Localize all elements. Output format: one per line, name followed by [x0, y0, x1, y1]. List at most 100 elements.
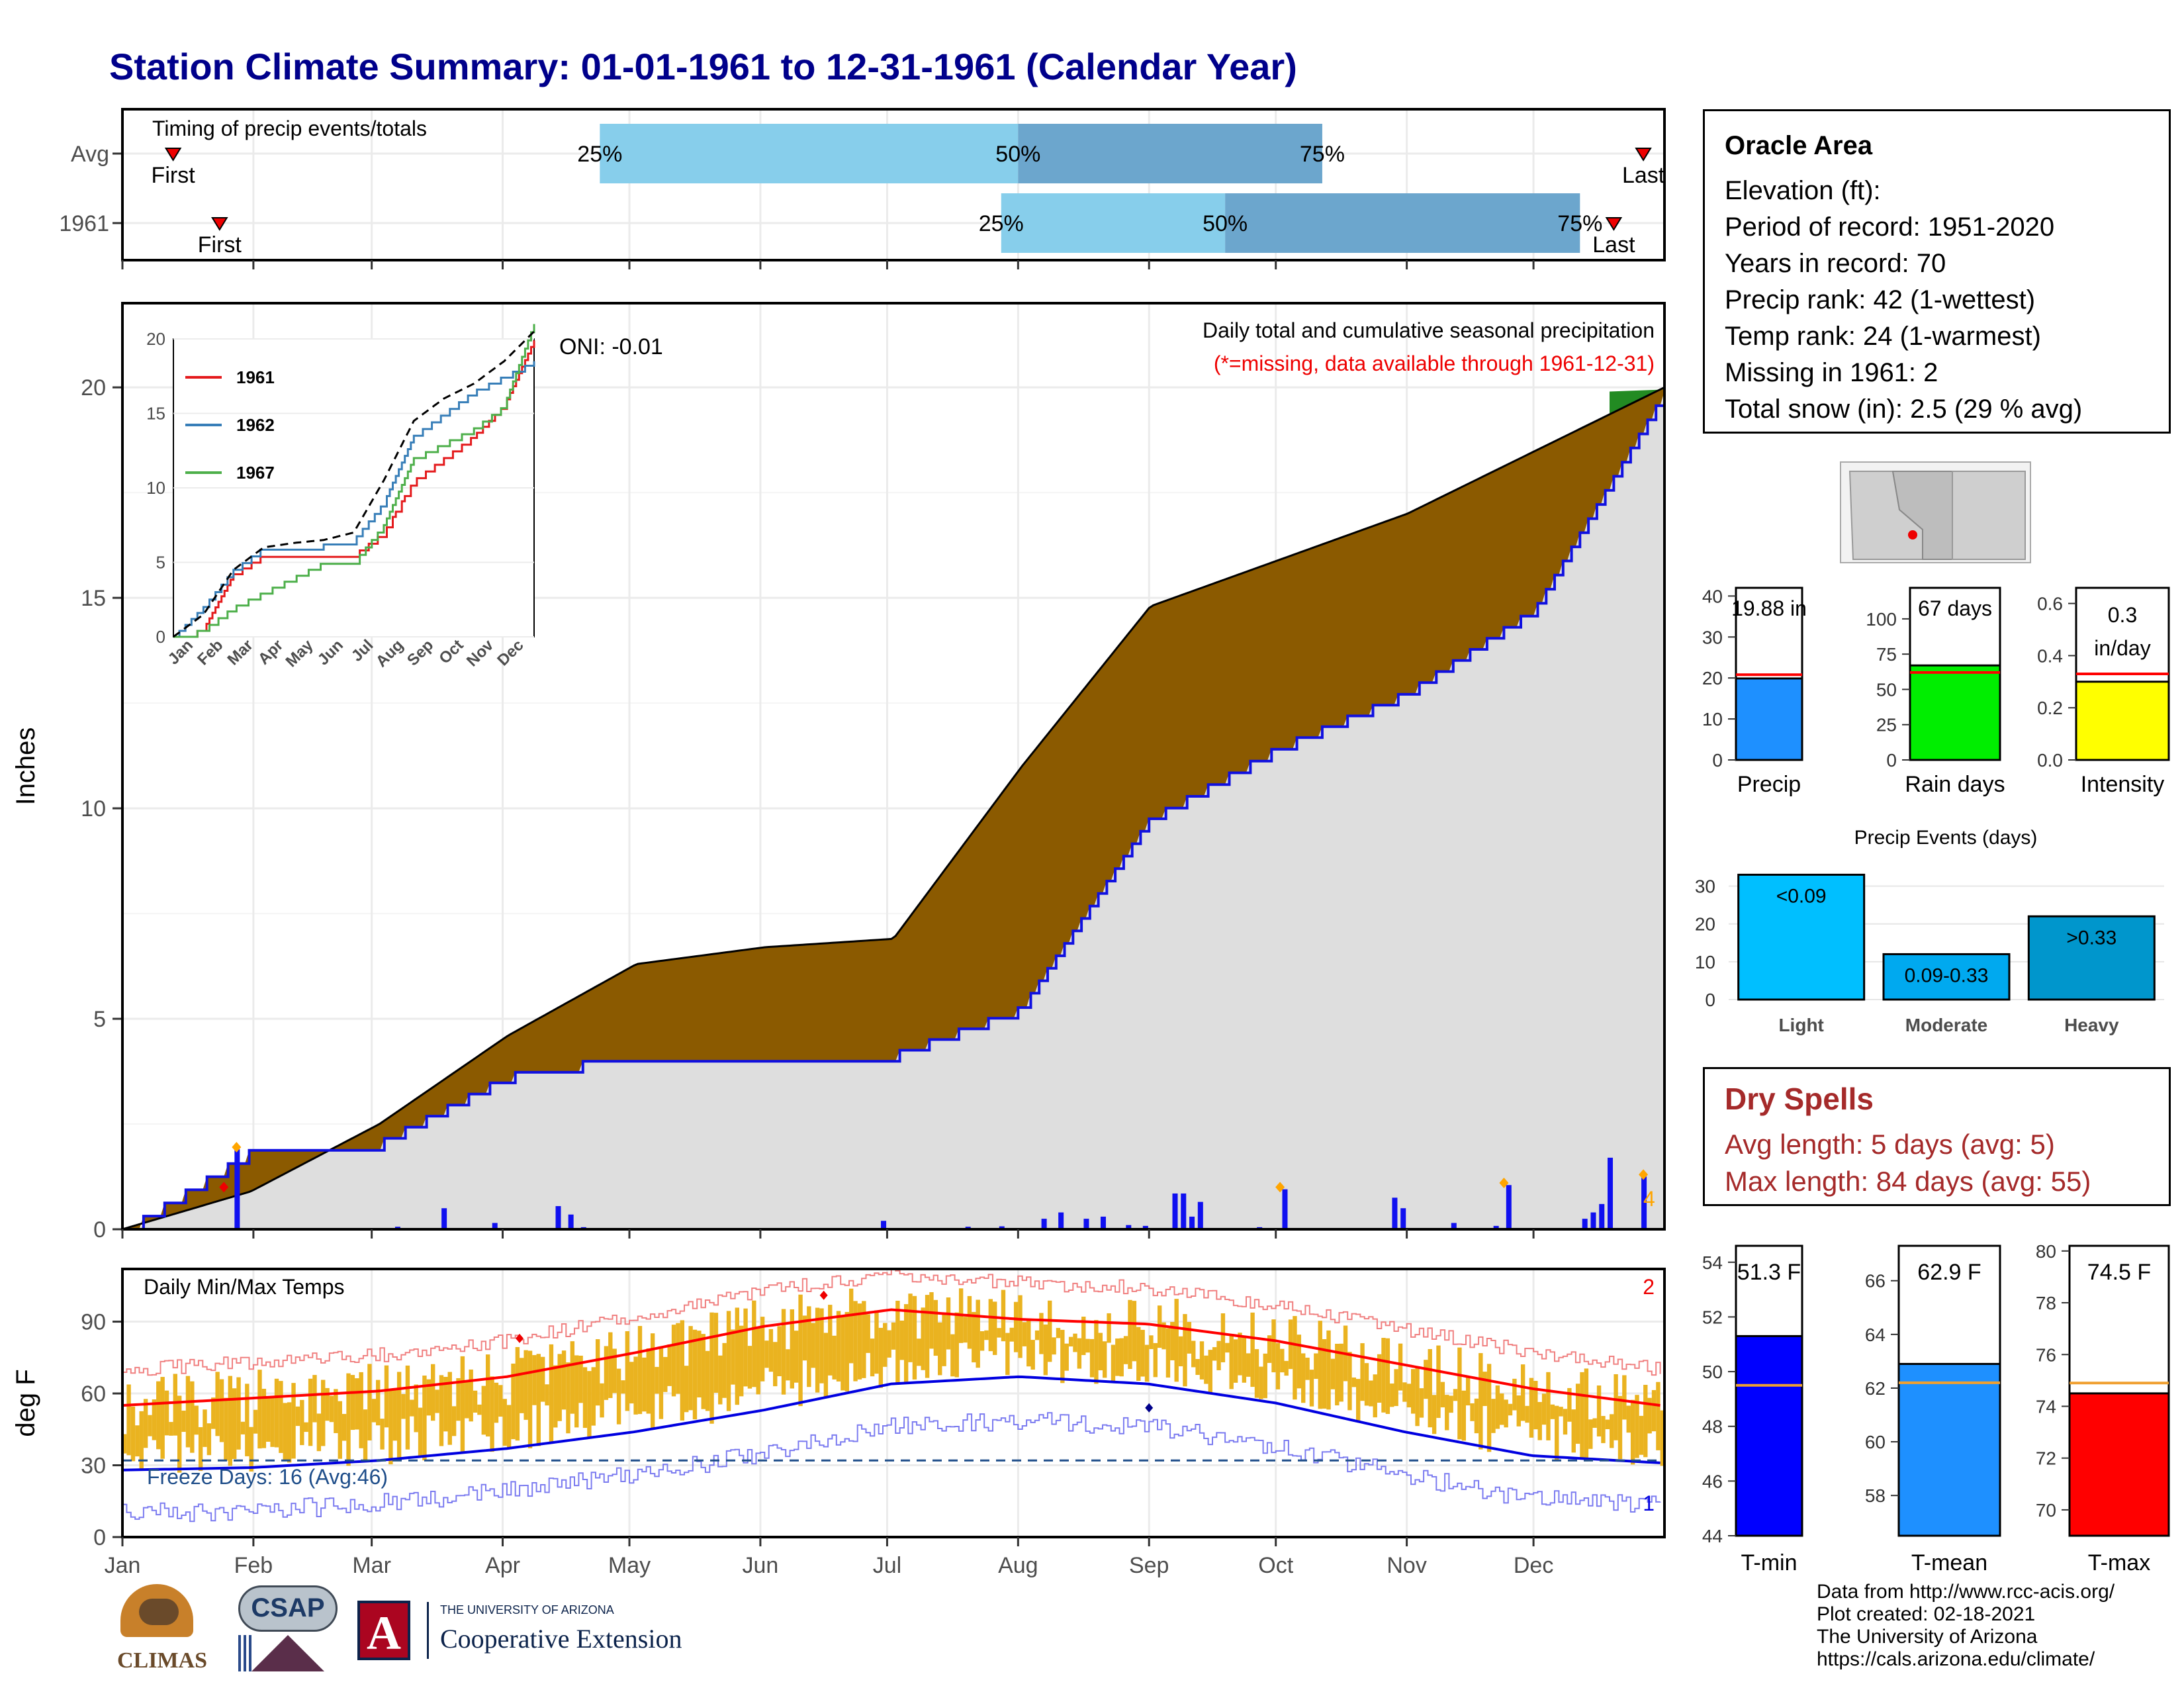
temp-daily-bar — [1119, 1338, 1124, 1377]
temp-daily-bar — [819, 1308, 824, 1383]
temp-daily-bar — [752, 1300, 756, 1387]
temp-daily-bar — [1390, 1383, 1394, 1407]
temp-daily-bar — [1592, 1418, 1597, 1428]
timing-first-label: First — [198, 232, 242, 258]
inset-avg-line — [173, 330, 535, 638]
temp-daily-bar — [1034, 1330, 1040, 1340]
temp-daily-bar — [1132, 1301, 1137, 1362]
temp-daily-bar — [1377, 1354, 1382, 1403]
mini-bar-tick-label: 0 — [1886, 750, 1897, 771]
temp-daily-bar — [540, 1356, 545, 1402]
precip-missing-marker — [1499, 1178, 1509, 1189]
precip-daily-bar — [1100, 1216, 1106, 1229]
precip-daily-bar — [1197, 1201, 1203, 1229]
temp-daily-bar — [160, 1377, 165, 1459]
temp-bar-label: T-mean — [1911, 1550, 1987, 1575]
temp-avg-max-line — [122, 1308, 1661, 1407]
temp-daily-bar — [709, 1312, 714, 1424]
events-tick-label: 10 — [1695, 952, 1715, 972]
temp-daily-bar — [1149, 1335, 1154, 1350]
month-axis-label: Apr — [485, 1553, 520, 1578]
temp-daily-bar — [566, 1362, 570, 1434]
period-text: Period of record: 1951-2020 — [1725, 212, 2055, 242]
mini-bar-tick-label: 30 — [1702, 627, 1723, 647]
temp-daily-bar — [173, 1374, 178, 1436]
temp-daily-bar — [169, 1422, 173, 1436]
temp-daily-bar — [194, 1405, 199, 1435]
precip-ytick-label: 5 — [93, 1007, 106, 1032]
temp-daily-bar — [1123, 1336, 1128, 1364]
mini-bar-value-text: 0.3 — [2108, 603, 2137, 627]
temp-rank-text: Temp rank: 24 (1-warmest) — [1725, 322, 2041, 351]
temp-record-low-line — [122, 1412, 1661, 1523]
temp-daily-bar — [477, 1404, 482, 1415]
precip-daily-bar — [999, 1226, 1005, 1229]
temp-ytick-label: 0 — [93, 1525, 106, 1550]
temp-daily-bar — [743, 1308, 748, 1387]
temp-daily-bar — [1153, 1342, 1158, 1378]
timing-panel-border — [121, 108, 1666, 261]
temp-daily-bar — [671, 1325, 676, 1397]
temp-daily-bar — [130, 1406, 136, 1462]
temp-bar-tick-label: 62 — [1865, 1378, 1886, 1399]
station-info-box: Oracle Area Elevation (ft): Period of re… — [1703, 109, 2171, 434]
temp-daily-bar — [511, 1363, 516, 1440]
temp-daily-bar — [667, 1344, 672, 1386]
events-bar — [1882, 953, 2011, 1001]
temp-daily-bar — [688, 1326, 693, 1411]
precip-avg-line — [122, 386, 1665, 1231]
temp-daily-bar — [608, 1332, 613, 1398]
temp-daily-bar — [1495, 1385, 1500, 1429]
temp-daily-bar — [1170, 1321, 1175, 1360]
temp-daily-bar — [312, 1375, 317, 1423]
temp-daily-bar — [401, 1393, 406, 1419]
month-axis-label: Dec — [1514, 1553, 1553, 1578]
temp-daily-bar — [853, 1301, 858, 1382]
events-category-label: Heavy — [2064, 1015, 2119, 1035]
events-bar-label: >0.33 — [2066, 927, 2116, 949]
temp-daily-bar — [245, 1383, 250, 1456]
temp-daily-bar — [1246, 1353, 1251, 1377]
temp-daily-bar — [1559, 1407, 1563, 1417]
temp-daily-bar — [790, 1309, 795, 1389]
temp-panel-border — [121, 1268, 1666, 1538]
temp-daily-bar — [451, 1406, 457, 1436]
temp-daily-bar — [659, 1346, 664, 1419]
temp-daily-bar — [650, 1333, 655, 1430]
temp-daily-bar — [502, 1399, 507, 1446]
temp-daily-bar — [591, 1367, 596, 1426]
temp-daily-bar — [1647, 1397, 1652, 1434]
temp-daily-bar — [988, 1299, 993, 1352]
precip-daily-bar — [1282, 1189, 1288, 1229]
temp-daily-bar — [878, 1327, 884, 1388]
precip-missing-marker — [1639, 1169, 1649, 1180]
temp-daily-bar — [595, 1339, 600, 1406]
timing-label-25: 25% — [577, 142, 622, 167]
temp-daily-bar — [1588, 1419, 1593, 1449]
inset-ytick-label: 5 — [156, 553, 165, 573]
precip-daily-bar — [1608, 1157, 1614, 1229]
temp-daily-bar — [866, 1314, 870, 1353]
temp-daily-bar — [1301, 1353, 1306, 1403]
precip-ytick-label: 10 — [81, 796, 106, 821]
temp-daily-bar — [190, 1381, 195, 1453]
precip-daily-bar — [881, 1221, 887, 1229]
temp-daily-bar — [422, 1376, 427, 1461]
temp-daily-bar — [1039, 1313, 1044, 1354]
temp-daily-bar — [1250, 1312, 1255, 1387]
temp-bar-tick-label: 64 — [1865, 1325, 1886, 1345]
temp-daily-bar — [925, 1295, 930, 1378]
precip-daily-bar — [1506, 1185, 1512, 1229]
temp-daily-bar — [1140, 1329, 1145, 1377]
temp-ylabel: deg F — [11, 1369, 40, 1436]
temp-daily-bar — [410, 1399, 414, 1417]
temp-daily-bar — [1541, 1393, 1547, 1425]
temp-daily-bar — [350, 1375, 355, 1430]
ua-small-text: THE UNIVERSITY OF ARIZONA — [440, 1603, 614, 1617]
mini-bar — [2075, 680, 2170, 761]
temp-daily-bar — [279, 1381, 283, 1453]
month-axis-label: Mar — [352, 1553, 391, 1578]
precip-daily-bar — [1451, 1223, 1457, 1229]
mini-bar-tick-label: 0.2 — [2037, 698, 2063, 718]
